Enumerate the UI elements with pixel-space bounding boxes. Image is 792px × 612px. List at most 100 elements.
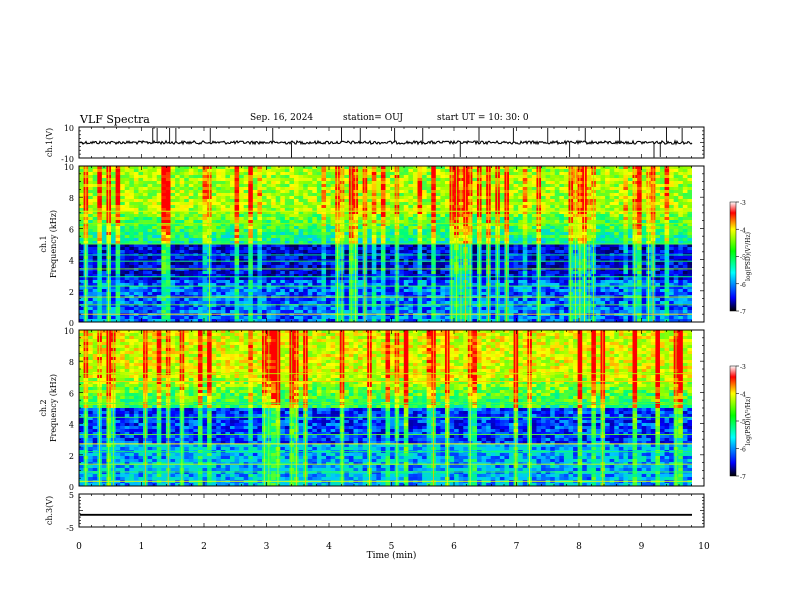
- psd-cell: [312, 166, 318, 170]
- psd-cell: [554, 175, 560, 179]
- psd-cell: [275, 211, 281, 215]
- psd-cell: [156, 232, 162, 236]
- psd-cell: [294, 166, 299, 170]
- psd-cell: [522, 256, 528, 260]
- psd-cell: [595, 235, 601, 239]
- psd-cell: [280, 247, 286, 251]
- psd-cell: [120, 211, 126, 215]
- psd-cell: [435, 202, 441, 206]
- psd-cell: [559, 262, 565, 266]
- psd-cell: [193, 241, 199, 245]
- psd-cell: [294, 172, 299, 176]
- psd-cell: [101, 181, 107, 185]
- psd-cell: [225, 187, 231, 191]
- psd-cell: [188, 199, 194, 203]
- psd-cell: [678, 238, 684, 242]
- psd-cell: [403, 208, 409, 212]
- psd-cell: [271, 244, 277, 248]
- psd-cell: [202, 241, 208, 245]
- psd-cell: [147, 169, 153, 173]
- psd-cell: [408, 265, 414, 269]
- psd-cell: [509, 247, 514, 251]
- psd-cell: [234, 214, 240, 218]
- psd-cell: [220, 211, 226, 215]
- psd-cell: [202, 187, 208, 191]
- psd-cell: [316, 178, 322, 182]
- psd-cell: [600, 232, 606, 236]
- psd-cell: [376, 229, 382, 233]
- psd-cell: [312, 184, 318, 188]
- psd-cell: [380, 211, 386, 215]
- psd-cell: [143, 250, 149, 254]
- psd-cell: [385, 199, 391, 203]
- psd-cell: [239, 262, 245, 266]
- psd-cell: [101, 244, 107, 248]
- psd-cell: [330, 217, 336, 221]
- psd-cell: [175, 169, 181, 173]
- psd-cell: [111, 232, 116, 236]
- psd-cell: [211, 169, 217, 173]
- psd-cell: [101, 274, 107, 278]
- psd-cell: [312, 268, 318, 272]
- psd-cell: [211, 214, 217, 218]
- psd-cell: [88, 241, 94, 245]
- psd-cell: [161, 214, 167, 218]
- psd-cell: [275, 190, 281, 194]
- psd-cell: [266, 202, 272, 206]
- psd-cell: [682, 166, 688, 170]
- psd-cell: [248, 247, 254, 251]
- psd-cell: [600, 241, 606, 245]
- psd-cell: [289, 247, 295, 251]
- psd-cell: [257, 181, 263, 185]
- psd-cell: [422, 193, 428, 197]
- psd-cell: [444, 202, 450, 206]
- psd-cell: [133, 181, 139, 185]
- psd-cell: [156, 259, 162, 263]
- psd-cell: [97, 241, 103, 245]
- psd-cell: [120, 184, 126, 188]
- psd-cell: [472, 232, 478, 236]
- psd-cell: [101, 220, 107, 224]
- psd-cell: [179, 172, 185, 176]
- psd-cell: [248, 259, 254, 263]
- psd-cell: [472, 220, 478, 224]
- psd-cell: [193, 166, 199, 170]
- psd-cell: [280, 241, 286, 245]
- psd-cell: [147, 175, 153, 179]
- psd-cell: [197, 166, 203, 170]
- psd-cell: [261, 193, 267, 197]
- psd-cell: [175, 178, 181, 182]
- psd-cell: [92, 196, 98, 200]
- psd-cell: [376, 244, 382, 248]
- psd-cell: [412, 208, 418, 212]
- psd-cell: [184, 166, 190, 170]
- psd-cell: [408, 196, 414, 200]
- psd-cell: [111, 196, 116, 200]
- psd-cell: [115, 241, 121, 245]
- psd-cell: [403, 259, 409, 263]
- psd-cell: [175, 265, 181, 269]
- psd-cell: [111, 241, 116, 245]
- psd-cell: [431, 184, 437, 188]
- psd-cell: [431, 196, 437, 200]
- psd-cell: [545, 190, 551, 194]
- psd-cell: [266, 250, 272, 254]
- psd-cell: [111, 256, 116, 260]
- psd-cell: [637, 172, 643, 176]
- psd-cell: [170, 226, 176, 230]
- psd-cell: [211, 187, 217, 191]
- psd-cell: [358, 262, 364, 266]
- psd-cell: [115, 178, 121, 182]
- psd-cell: [669, 178, 675, 182]
- psd-cell: [659, 247, 665, 251]
- psd-cell: [673, 175, 679, 179]
- psd-cell: [554, 259, 560, 263]
- psd-cell: [248, 262, 254, 266]
- psd-cell: [399, 187, 405, 191]
- psd-cell: [97, 274, 103, 278]
- psd-cell: [600, 187, 606, 191]
- psd-cell: [614, 175, 620, 179]
- psd-cell: [284, 178, 290, 182]
- psd-cell: [243, 178, 249, 182]
- psd-cell: [595, 208, 601, 212]
